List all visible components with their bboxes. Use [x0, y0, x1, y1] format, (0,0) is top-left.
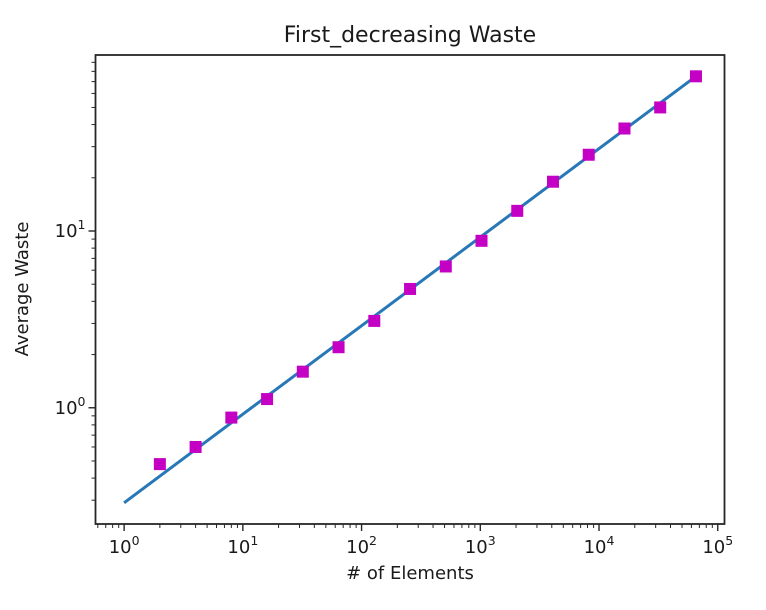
data-point-marker	[153, 458, 166, 471]
data-point-marker	[511, 204, 524, 217]
data-point-marker	[261, 393, 274, 406]
data-point-marker	[654, 101, 667, 114]
data-point-marker	[546, 175, 559, 188]
data-point-marker	[618, 122, 631, 135]
x-tick-label: 101	[227, 533, 258, 558]
x-tick-label: 103	[465, 533, 496, 558]
y-tick-label: 101	[55, 217, 86, 242]
data-point-marker	[225, 411, 238, 424]
y-tick-label: 100	[55, 394, 86, 419]
x-tick-label: 104	[584, 533, 615, 558]
chart-title: First_decreasing Waste	[284, 23, 536, 48]
data-point-marker	[189, 440, 202, 453]
data-point-marker	[439, 260, 452, 273]
data-point-marker	[332, 341, 345, 354]
x-tick-label: 100	[109, 533, 140, 558]
plot-frame	[94, 54, 726, 525]
data-layer	[123, 70, 702, 504]
x-axis-label: # of Elements	[346, 563, 474, 584]
y-axis-label: Average Waste	[12, 222, 33, 357]
data-point-marker	[475, 234, 488, 247]
data-point-marker	[296, 365, 309, 378]
tick-labels: 100 101 102 103 104 105 100 101	[55, 217, 734, 558]
data-point-marker	[404, 282, 417, 295]
data-point-marker	[582, 148, 595, 161]
x-tick-label: 105	[702, 533, 733, 558]
x-tick-label: 102	[346, 533, 377, 558]
data-point-marker	[689, 70, 702, 83]
data-point-marker	[368, 314, 381, 327]
